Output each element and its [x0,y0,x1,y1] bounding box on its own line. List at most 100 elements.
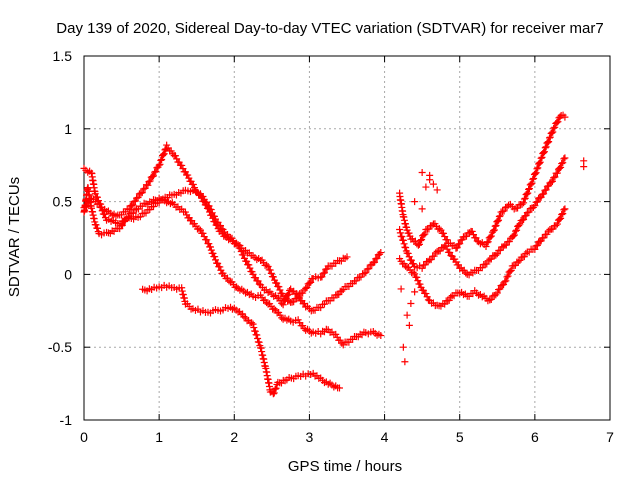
data-point [399,343,407,351]
data-point [209,249,217,257]
data-point [414,277,422,285]
y-tick-label: 0.5 [53,194,73,210]
data-point [270,389,278,397]
data-point [396,229,404,237]
data-point [264,263,272,271]
data-point [418,236,426,244]
data-point [516,256,524,264]
data-point [243,257,251,265]
data-point [546,133,554,141]
data-point [254,277,262,285]
data-point [214,259,222,267]
data-point [521,194,529,202]
data-point [532,169,540,177]
data-point [425,225,433,233]
data-point [145,178,153,186]
data-point [280,297,288,305]
data-point [535,159,543,167]
data-point [429,180,437,188]
data-point [362,269,370,277]
data-point [129,201,137,209]
data-point [439,229,447,237]
data-point [360,270,368,278]
data-point [376,250,384,258]
data-point [520,253,528,261]
data-point [552,221,560,229]
data-point [303,284,311,292]
data-point [534,164,542,172]
data-point [255,280,263,288]
data-point [233,239,241,247]
data-point [502,241,510,249]
data-point [125,205,133,213]
data-point [276,286,284,294]
data-point [411,288,419,296]
data-point [507,266,515,274]
data-point [205,240,213,248]
data-point [144,181,152,189]
data-point [293,290,301,298]
data-point [205,202,213,210]
data-point [140,185,148,193]
data-point [373,254,381,262]
data-point [343,253,351,261]
data-point [377,332,385,340]
y-axis-title: SDTVAR / TECUs [6,177,23,297]
x-tick-label: 1 [155,429,163,445]
data-point [483,239,491,247]
data-point [522,191,530,199]
data-point [547,129,555,137]
data-point [468,227,476,235]
data-point [411,270,419,278]
y-tick-label: 1 [64,121,72,137]
data-point [396,226,404,234]
data-point [237,248,245,256]
data-point [307,278,315,286]
data-point [509,232,517,240]
data-point [559,159,567,167]
data-point [515,222,523,230]
data-point [421,230,429,238]
data-point [95,200,103,208]
data-point [352,277,360,285]
data-point [178,161,186,169]
data-point [553,169,561,177]
data-point [492,251,500,259]
data-point [520,216,528,224]
data-point [483,260,491,268]
data-point [528,179,536,187]
data-point [152,167,160,175]
data-point [493,250,501,258]
data-point [402,262,410,270]
data-point [533,198,541,206]
data-point [423,293,431,301]
data-point [424,257,432,265]
y-tick-label: 1.5 [53,48,73,64]
data-point [447,252,455,260]
data-point [294,316,302,324]
data-point [542,143,550,151]
data-point [92,221,100,229]
x-tick-label: 4 [381,429,389,445]
data-point [398,233,406,241]
data-point [403,311,411,319]
data-point [225,277,233,285]
data-point [248,319,256,327]
data-point [418,264,426,272]
data-point [544,138,552,146]
data-point [510,231,518,239]
data-point [163,141,171,149]
data-point [305,279,313,287]
data-point [415,240,423,248]
data-point [524,189,532,197]
data-point [409,268,417,276]
data-point [266,266,274,274]
data-point [208,209,216,217]
data-point [335,384,343,392]
data-point [203,198,211,206]
data-point [557,214,565,222]
data-point [121,216,129,224]
data-point [417,237,425,245]
data-point [494,217,502,225]
